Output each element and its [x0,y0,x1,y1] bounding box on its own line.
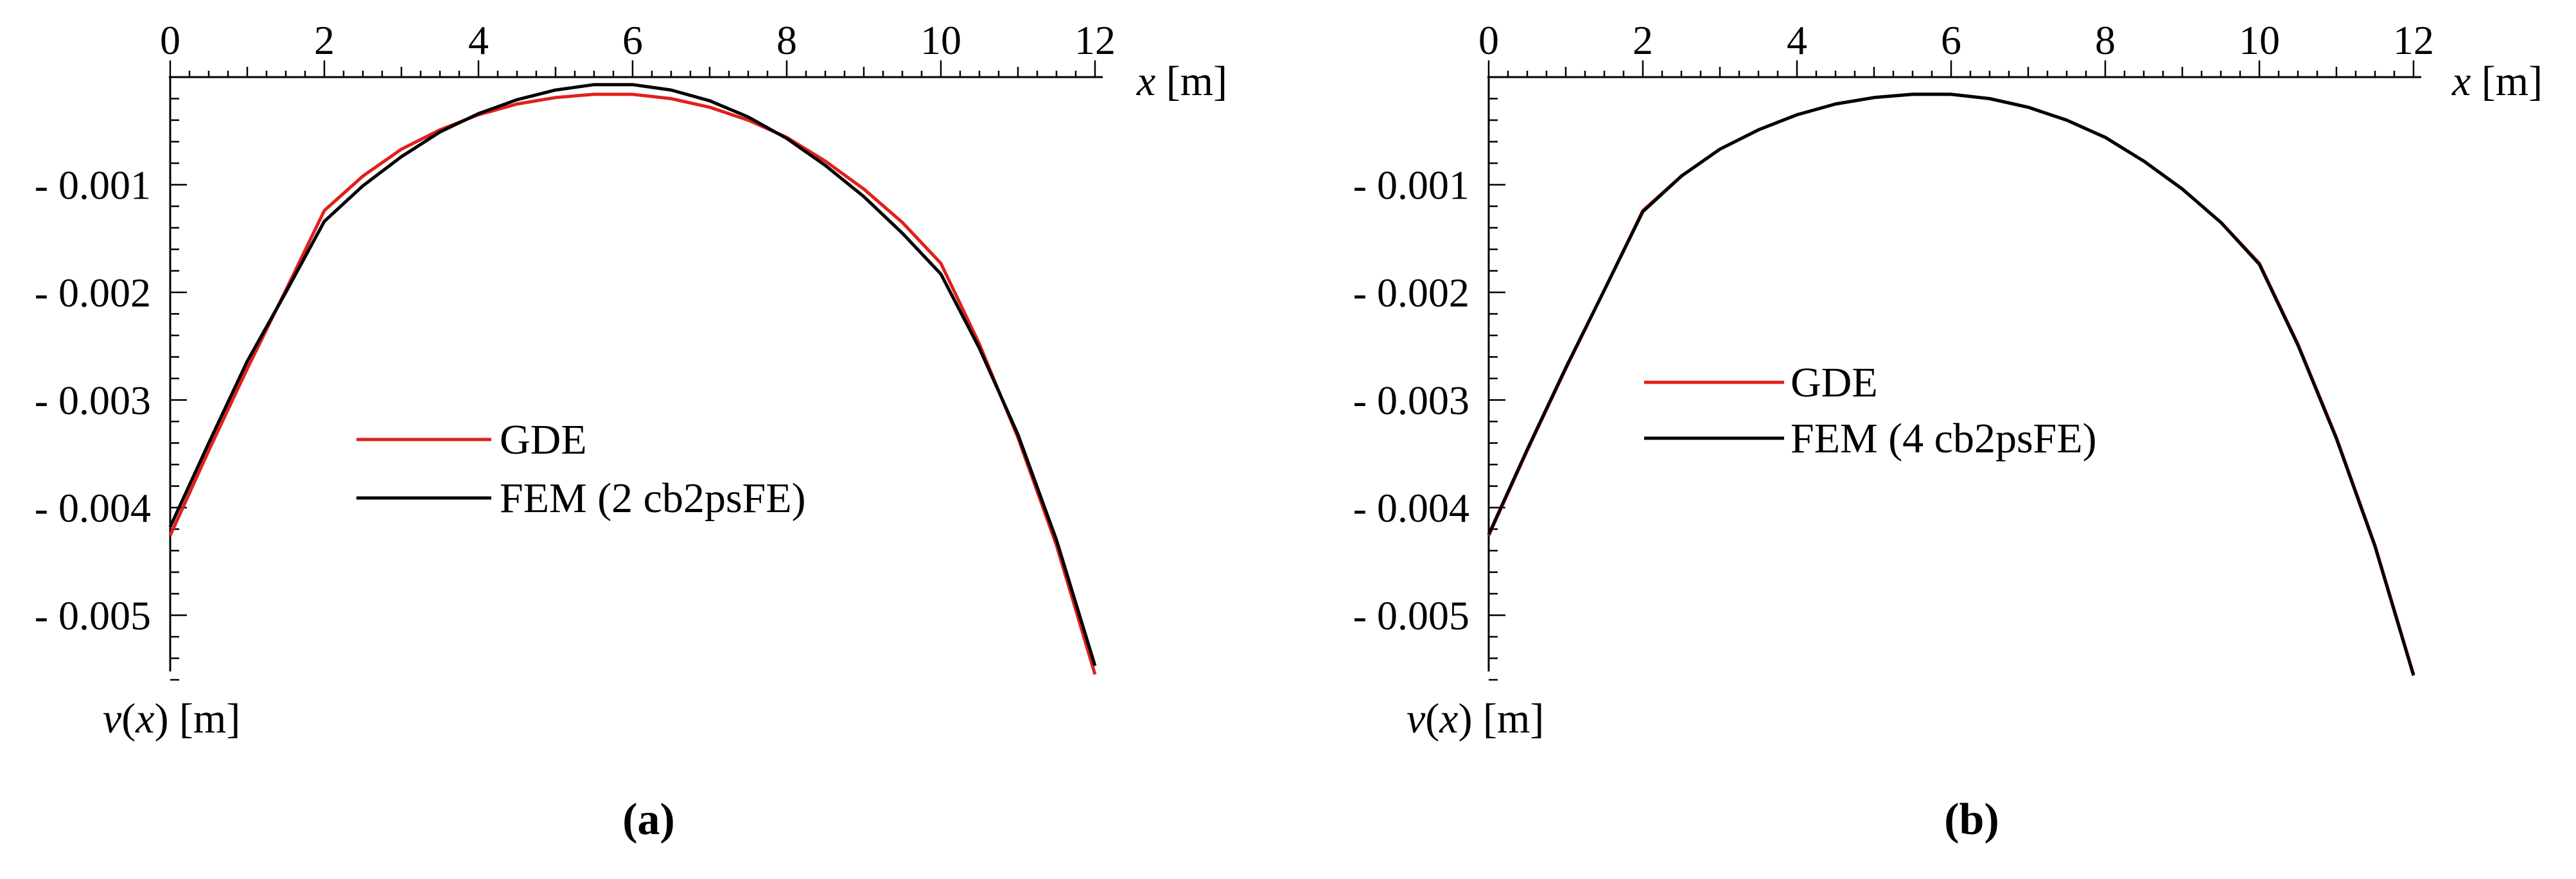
x-tick-label: 6 [622,17,643,63]
x-tick-label: 8 [776,17,797,63]
x-tick-label: 10 [2239,17,2280,63]
panel-a: 0 2 4 6 8 10 12 - 0.001 - 0.002 - 0.003 - 0.004 - 0… [35,17,1227,742]
x-tick-label: 10 [920,17,961,63]
y-tick-label: - 0.004 [1353,485,1469,531]
legend-label: FEM (4 cb2psFE) [1791,415,2097,462]
x-axis-label: x [m] [2451,58,2543,105]
x-tick-label: 12 [2393,17,2434,63]
y-tick-label: - 0.003 [35,378,151,423]
legend-label: FEM (2 cb2psFE) [500,475,806,522]
legend-label: GDE [1791,359,1878,406]
x-tick-label: 0 [1478,17,1499,63]
series-line-gde [1487,93,2415,675]
y-axis-label: v(x) [m] [1406,695,1544,742]
y-tick-label: - 0.002 [35,270,151,315]
caption-a: (a) [622,795,675,844]
legend-label: GDE [500,416,587,463]
x-axis-label: x [m] [1136,58,1227,105]
caption-b: (b) [1944,795,1999,844]
series-line-fem [1487,93,2415,677]
panel-b: 0 2 4 6 8 10 12 - 0.001 - 0.002 - 0.003 - 0.004 - 0… [1353,17,2543,742]
y-tick-label: - 0.004 [35,485,151,531]
x-tick-label: 4 [1787,17,1807,63]
y-tick-label: - 0.005 [1353,593,1469,639]
legend: GDE FEM (2 cb2psFE) [356,416,806,522]
y-tick-label: - 0.001 [1353,163,1469,208]
y-tick-label: - 0.005 [35,593,151,639]
x-tick-label: 12 [1074,17,1116,63]
y-tick-label: - 0.002 [1353,270,1469,315]
x-tick-label: 4 [468,17,489,63]
y-axis-label: v(x) [m] [103,695,240,742]
y-tick-label: - 0.001 [35,163,151,208]
x-tick-label: 6 [1941,17,1961,63]
legend: GDE FEM (4 cb2psFE) [1644,359,2097,462]
x-tick-label: 0 [160,17,180,63]
x-tick-label: 8 [2095,17,2116,63]
series-line-gde [168,93,1097,675]
x-tick-label: 2 [1633,17,1653,63]
x-tick-label: 2 [314,17,335,63]
series-line-fem [168,83,1097,666]
y-tick-label: - 0.003 [1353,378,1469,423]
